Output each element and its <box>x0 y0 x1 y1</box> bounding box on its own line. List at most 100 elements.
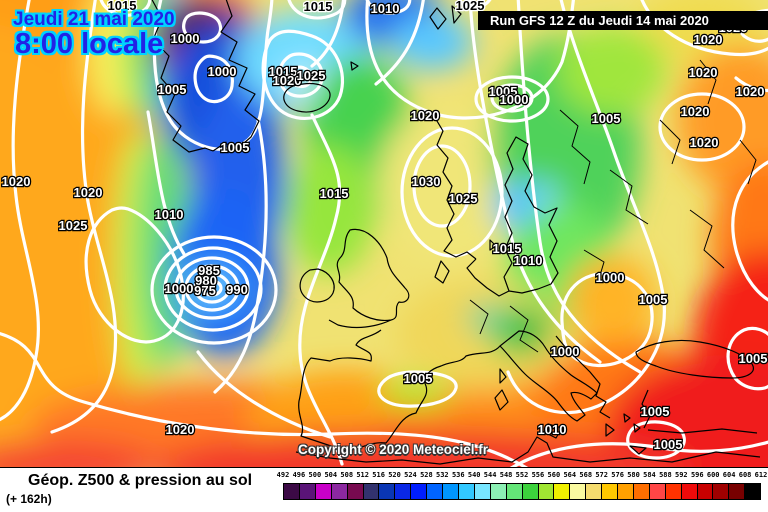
legend-swatch <box>284 484 300 499</box>
pressure-label: 1005 <box>654 437 683 452</box>
legend-swatch <box>665 484 682 499</box>
pressure-label: 980 <box>195 273 217 288</box>
map-caption-title: Géop. Z500 & pression au sol <box>28 472 253 489</box>
legend-swatch <box>506 484 523 499</box>
pressure-label: 1010 <box>371 1 400 16</box>
pressure-label: 1000 <box>208 64 237 79</box>
legend-swatch <box>443 484 459 499</box>
legend-swatch <box>602 484 619 499</box>
legend-tick-label: 520 <box>388 471 401 479</box>
pressure-label: 1005 <box>639 292 668 307</box>
pressure-label: 1010 <box>538 422 567 437</box>
legend-swatch <box>729 484 746 499</box>
legend-tick-label: 528 <box>420 471 433 479</box>
coastline-layer <box>151 0 761 465</box>
legend-tick-label: 576 <box>611 471 624 479</box>
legend-bar: Géop. Z500 & pression au sol (+ 162h) 49… <box>0 467 768 512</box>
legend-tick-label: 592 <box>675 471 688 479</box>
pressure-label: 1020 <box>694 32 723 47</box>
legend-swatch <box>299 484 316 499</box>
legend-tick-label: 508 <box>340 471 354 479</box>
legend-tick-label: 496 <box>292 471 306 479</box>
legend-swatch <box>411 484 428 499</box>
legend-swatch <box>363 484 380 499</box>
legend-tick-label: 516 <box>372 471 385 479</box>
pressure-label: 1020 <box>681 104 710 119</box>
color-scale-legend: 492 496 500 504 508 512 516 520 524 528 532 536 540 5… <box>277 468 768 512</box>
isobar-layer <box>0 0 768 467</box>
pressure-label: 1015 <box>108 0 137 13</box>
legend-swatch <box>458 484 475 499</box>
pressure-label: 1030 <box>412 174 441 189</box>
legend-swatch <box>649 484 666 499</box>
legend-tick-label: 552 <box>515 471 529 479</box>
legend-swatch <box>474 484 491 499</box>
pressure-label: 1025 <box>449 191 478 206</box>
geopotential-field-layer <box>0 0 768 467</box>
pressure-label: 1025 <box>456 0 485 13</box>
pressure-label: 1025 <box>59 218 88 233</box>
legend-tick-labels: 492 496 500 504 508 512 516 520 524 528 532 536 540 5… <box>277 471 768 481</box>
pressure-label: 1000 <box>551 344 580 359</box>
legend-tick-label: 612 <box>754 471 768 479</box>
pressure-label: 1005 <box>489 84 518 99</box>
legend-tick-label: 512 <box>356 471 369 479</box>
legend-tick-label: 588 <box>659 471 672 479</box>
legend-swatch <box>681 484 698 499</box>
legend-swatch <box>618 484 634 499</box>
pressure-label: 990 <box>226 282 248 297</box>
pressure-label: 1010 <box>155 207 184 222</box>
pressure-label: 1015 <box>269 64 298 79</box>
legend-tick-label: 604 <box>722 471 736 479</box>
pressure-label: 1005 <box>404 371 433 386</box>
pressure-label: 1005 <box>592 111 621 126</box>
legend-tick-label: 560 <box>547 471 561 479</box>
pressure-label: 1015 <box>320 186 349 201</box>
pressure-label: 1005 <box>158 82 187 97</box>
legend-swatch <box>315 484 332 499</box>
legend-tick-label: 608 <box>738 471 752 479</box>
legend-tick-label: 500 <box>308 471 322 479</box>
pressure-label: 985 <box>198 263 220 278</box>
pressure-label: 1015 <box>493 241 522 256</box>
pressure-label: 1010 <box>514 253 543 268</box>
pressure-label: 1020 <box>2 174 31 189</box>
run-info-banner: Run GFS 12 Z du Jeudi 14 mai 2020 <box>478 11 768 30</box>
legend-swatch <box>379 484 396 499</box>
pressure-label: 975 <box>194 283 216 298</box>
legend-swatch <box>522 484 539 499</box>
legend-swatch <box>713 484 730 499</box>
legend-swatch <box>554 484 571 499</box>
legend-swatch <box>570 484 587 499</box>
legend-tick-label: 600 <box>706 471 720 479</box>
legend-swatch <box>331 484 348 499</box>
pressure-label: 1015 <box>304 0 333 14</box>
legend-swatch <box>347 484 364 499</box>
pressure-label: 1020 <box>411 108 440 123</box>
pressure-label: 1000 <box>500 92 529 107</box>
legend-tick-label: 524 <box>404 471 417 479</box>
copyright-watermark: Copyright © 2020 Meteociel.fr <box>298 442 488 457</box>
legend-swatch <box>633 484 650 499</box>
legend-tick-label: 596 <box>690 471 704 479</box>
legend-tick-label: 504 <box>324 471 338 479</box>
legend-tick-label: 584 <box>643 471 656 479</box>
legend-swatch <box>490 484 507 499</box>
pressure-label: 1005 <box>739 351 768 366</box>
legend-swatch <box>427 484 444 499</box>
legend-tick-label: 492 <box>276 471 290 479</box>
legend-tick-label: 536 <box>451 471 465 479</box>
pressure-label: 1005 <box>221 140 250 155</box>
legend-tick-label: 568 <box>579 471 593 479</box>
map-canvas: 1015 1015 10251010100010001005101510201025… <box>0 0 768 467</box>
pressure-label: 1000 <box>596 270 625 285</box>
legend-tick-label: 556 <box>531 471 545 479</box>
pressure-label: 1020 <box>690 135 719 150</box>
weather-map: 1015 1015 1025 1010 1000 1000 1005 1015 1020 1025… <box>0 0 768 467</box>
legend-tick-label: 540 <box>467 471 481 479</box>
pressure-label: 1000 <box>171 31 200 46</box>
pressure-label: 1020 <box>689 65 718 80</box>
pressure-label: 1020 <box>74 185 103 200</box>
legend-tick-label: 580 <box>627 471 640 479</box>
